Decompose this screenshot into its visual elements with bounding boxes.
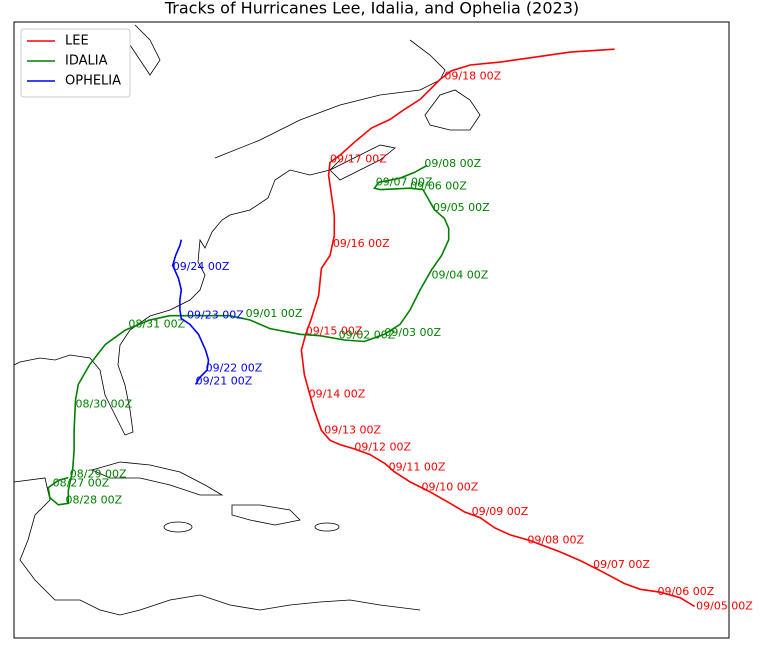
date-label: 09/22 00Z <box>206 362 263 375</box>
date-label: 09/23 00Z <box>187 309 244 322</box>
date-label: 08/30 00Z <box>75 397 132 410</box>
coastline <box>314 522 340 532</box>
date-label: 09/06 00Z <box>410 180 467 193</box>
coastline <box>129 24 161 76</box>
date-label: 09/04 00Z <box>432 269 489 282</box>
date-label: 09/13 00Z <box>324 423 381 436</box>
chart-title: Tracks of Hurricanes Lee, Idalia, and Op… <box>164 0 579 18</box>
date-label: 09/18 00Z <box>444 69 501 82</box>
coastline <box>231 504 301 526</box>
coastline <box>90 461 224 496</box>
coastline <box>329 144 396 181</box>
track-line <box>171 239 210 385</box>
date-label: 09/05 00Z <box>696 599 753 612</box>
date-label: 08/27 00Z <box>53 476 110 489</box>
date-label: 09/07 00Z <box>593 558 650 571</box>
date-label: 08/29 00Z <box>70 468 127 481</box>
date-label: 09/24 00Z <box>173 260 230 273</box>
date-label: 09/15 00Z <box>306 324 363 337</box>
coastline <box>163 521 193 533</box>
legend-label: LEE <box>65 34 89 49</box>
coastlines <box>13 24 481 616</box>
date-label: 09/02 00Z <box>339 329 396 342</box>
coastline <box>13 477 421 616</box>
coastline <box>214 39 446 159</box>
date-label: 09/10 00Z <box>422 481 479 494</box>
date-label: 09/08 00Z <box>527 534 584 547</box>
date-label: 09/12 00Z <box>354 440 411 453</box>
coastline <box>424 89 481 131</box>
legend: LEE IDALIA OPHELIA <box>20 28 131 98</box>
date-label: 09/11 00Z <box>389 461 446 474</box>
map-frame <box>13 21 730 639</box>
date-label: 09/09 00Z <box>472 505 529 518</box>
legend-label: IDALIA <box>65 54 108 69</box>
date-label: 09/16 00Z <box>333 237 390 250</box>
legend-box <box>20 28 131 98</box>
date-label: 08/28 00Z <box>65 493 122 506</box>
date-label: 09/21 00Z <box>196 375 253 388</box>
date-label: 09/08 00Z <box>424 157 481 170</box>
track-line <box>47 164 450 506</box>
date-label: 08/31 00Z <box>128 317 185 330</box>
legend-label: OPHELIA <box>65 74 121 89</box>
date-label: 09/03 00Z <box>384 326 441 339</box>
date-label: 09/14 00Z <box>309 387 366 400</box>
date-label: 09/01 00Z <box>246 307 303 320</box>
date-label: 09/06 00Z <box>658 585 715 598</box>
date-label: 09/17 00Z <box>330 153 387 166</box>
track-line <box>300 48 696 608</box>
coastline <box>13 159 341 436</box>
date-label: 09/07 00Z <box>376 175 433 188</box>
date-label: 09/05 00Z <box>433 201 490 214</box>
